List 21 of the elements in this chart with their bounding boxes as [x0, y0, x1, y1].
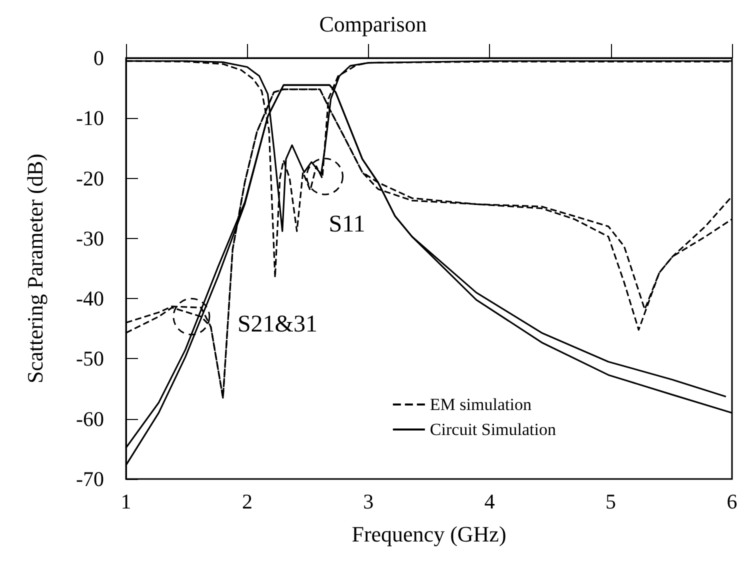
y-tick-label: -30	[76, 226, 104, 250]
x-tick-label: 2	[242, 490, 252, 514]
legend-label: EM simulation	[430, 395, 532, 414]
x-tick-label: 5	[606, 490, 616, 514]
annotation: S21&31	[237, 312, 318, 338]
x-axis-title: Frequency (GHz)	[352, 522, 506, 546]
x-tick-label: 4	[484, 490, 496, 514]
x-tick-label: 6	[726, 490, 738, 514]
chart-title: Comparison	[319, 12, 427, 36]
y-tick-label: -50	[76, 346, 104, 371]
y-tick-label: -40	[76, 286, 104, 311]
y-tick-label: -60	[76, 406, 104, 431]
y-tick-label: -70	[76, 467, 104, 491]
legend-label: Circuit Simulation	[430, 420, 556, 439]
y-tick-label: -20	[76, 166, 104, 190]
x-tick-label: 1	[120, 490, 132, 514]
x-tick-label: 3	[363, 490, 374, 514]
y-tick-label: 0	[94, 46, 104, 70]
y-axis-title: Scattering Parameter (dB)	[22, 154, 48, 384]
y-tick-label: -10	[76, 106, 104, 130]
annotation: S11	[328, 211, 366, 238]
